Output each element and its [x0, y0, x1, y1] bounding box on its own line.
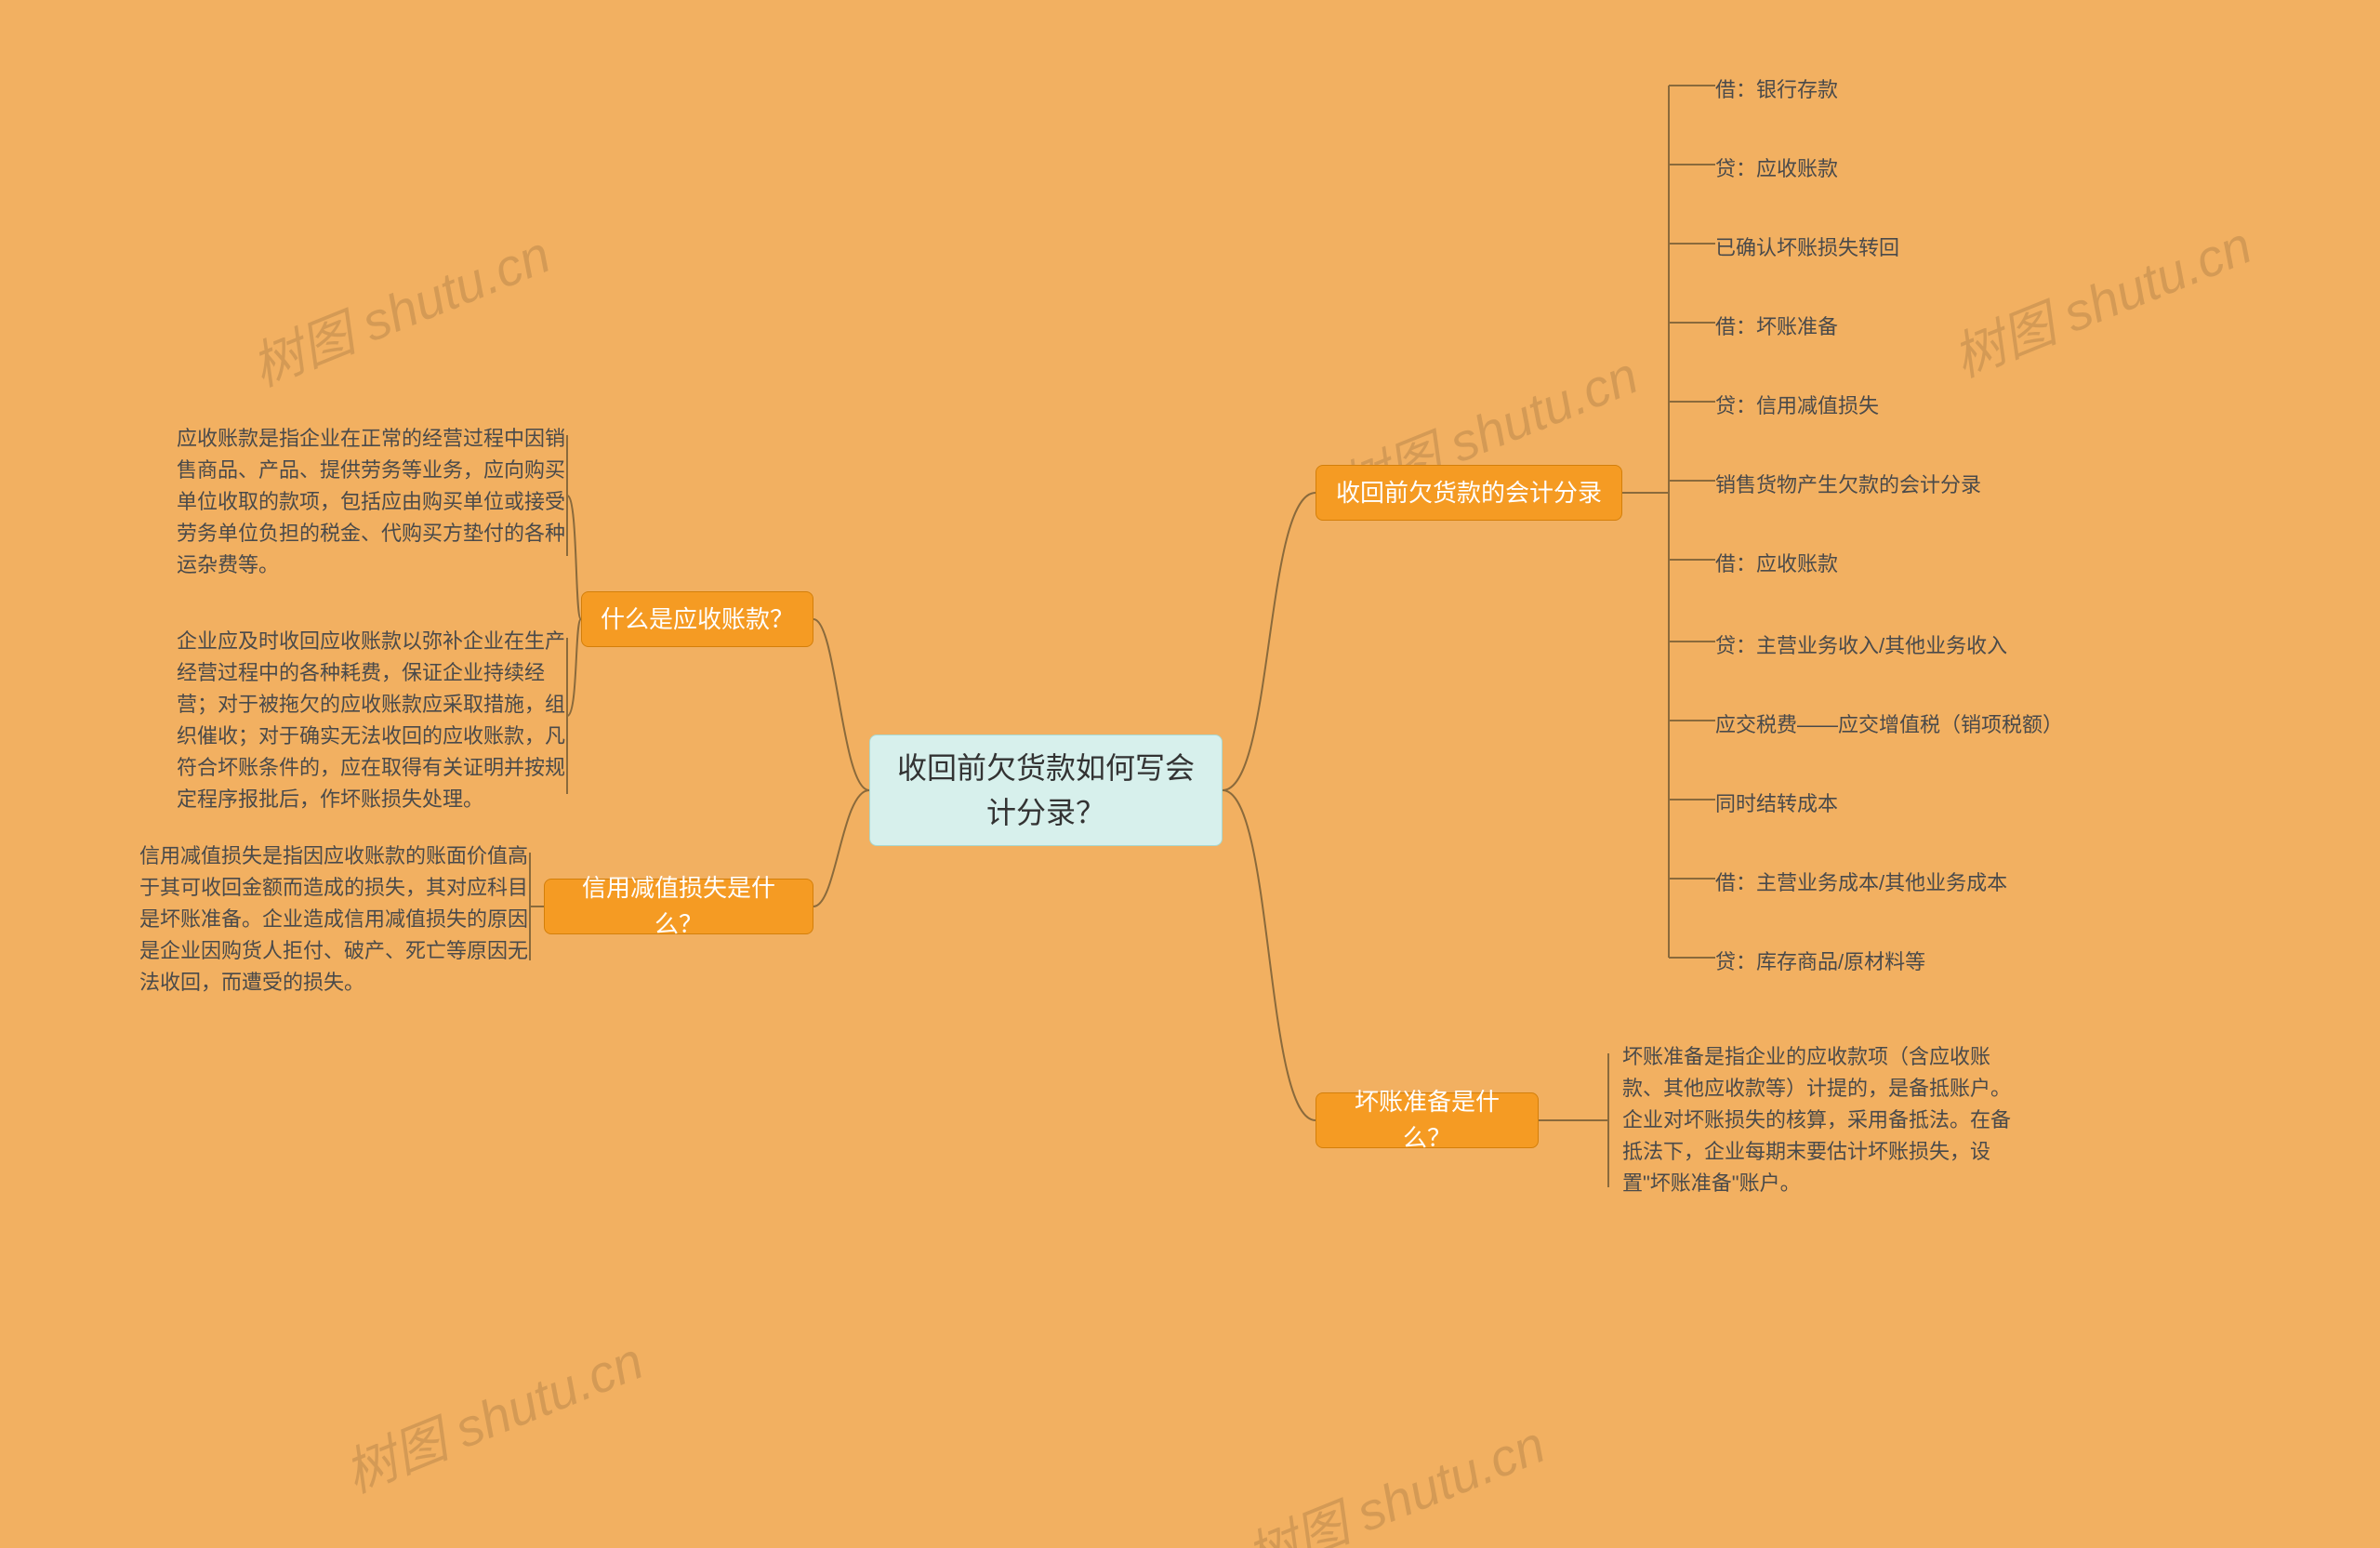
leaf-entries-11: 贷：库存商品/原材料等: [1715, 946, 1925, 977]
leaf-entries-4: 贷：信用减值损失: [1715, 390, 1879, 421]
watermark: 树图 shutu.cn: [239, 213, 560, 401]
leaf-entries-6: 借：应收账款: [1715, 549, 1838, 579]
branch-bad-debt[interactable]: 坏账准备是什么？: [1316, 1092, 1539, 1148]
leaf-entries-0: 借：银行存款: [1715, 74, 1838, 105]
branch-what-ar[interactable]: 什么是应收账款？: [581, 591, 813, 647]
leaf-entries-10: 借：主营业务成本/其他业务成本: [1715, 867, 2007, 898]
leaf-entries-7: 贷：主营业务收入/其他业务收入: [1715, 630, 2007, 661]
leaf-bad-debt-0: 坏账准备是指企业的应收款项（含应收账款、其他应收款等）计提的，是备抵账户。企业对…: [1622, 1041, 2022, 1199]
watermark: 树图 shutu.cn: [1940, 204, 2261, 391]
leaf-entries-8: 应交税费——应交增值税（销项税额）: [1715, 709, 2063, 740]
leaf-what-ar-0: 应收账款是指企业在正常的经营过程中因销售商品、产品、提供劳务等业务，应向购买单位…: [177, 423, 567, 581]
watermark: 树图 shutu.cn: [1234, 1403, 1554, 1548]
leaf-entries-1: 贷：应收账款: [1715, 153, 1838, 184]
root-node[interactable]: 收回前欠货款如何写会计分录？: [869, 734, 1223, 846]
leaf-entries-2: 已确认坏账损失转回: [1715, 232, 1899, 263]
leaf-credit-loss-0: 信用减值损失是指因应收账款的账面价值高于其可收回金额而造成的损失，其对应科目是坏…: [139, 840, 530, 999]
leaf-entries-3: 借：坏账准备: [1715, 311, 1838, 342]
leaf-what-ar-1: 企业应及时收回应收账款以弥补企业在生产经营过程中的各种耗费，保证企业持续经营；对…: [177, 626, 567, 816]
branch-entries[interactable]: 收回前欠货款的会计分录: [1316, 465, 1622, 521]
leaf-entries-9: 同时结转成本: [1715, 788, 1838, 819]
branch-credit-loss[interactable]: 信用减值损失是什么？: [544, 879, 813, 934]
watermark: 树图 shutu.cn: [332, 1319, 653, 1507]
leaf-entries-5: 销售货物产生欠款的会计分录: [1715, 470, 1981, 500]
